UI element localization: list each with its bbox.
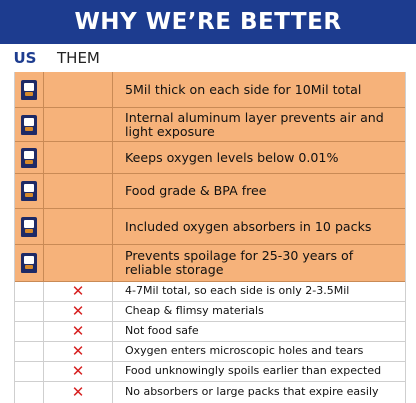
table-row-us: Food grade & BPA free bbox=[14, 174, 406, 209]
row-text: Not food safe bbox=[125, 324, 199, 338]
row-text: Cheap & flimsy materials bbox=[125, 304, 264, 318]
table-row-us: Keeps oxygen levels below 0.01% bbox=[14, 142, 406, 174]
red-x-icon: ✕ bbox=[71, 282, 85, 300]
table-row-them: ✕ No absorbers or large packs that expir… bbox=[14, 382, 406, 403]
us-cell bbox=[14, 245, 44, 281]
us-cell bbox=[14, 382, 44, 403]
table-row-us: Prevents spoilage for 25-30 years of rel… bbox=[14, 245, 406, 282]
them-cell: ✕ bbox=[44, 282, 113, 301]
us-cell bbox=[14, 362, 44, 381]
row-text: 5Mil thick on each side for 10Mil total bbox=[125, 81, 362, 97]
red-x-icon: ✕ bbox=[71, 322, 85, 340]
mylar-bag-icon bbox=[20, 216, 37, 237]
row-text: Food grade & BPA free bbox=[125, 183, 267, 199]
them-cell bbox=[44, 72, 113, 107]
red-x-icon: ✕ bbox=[71, 383, 85, 401]
us-cell bbox=[14, 72, 44, 107]
column-header-them: THEM bbox=[57, 49, 100, 67]
us-cell bbox=[14, 282, 44, 301]
us-cell bbox=[14, 108, 44, 141]
row-text: Included oxygen absorbers in 10 packs bbox=[125, 218, 372, 234]
them-cell: ✕ bbox=[44, 302, 113, 321]
table-row-them: ✕ Food unknowingly spoils earlier than e… bbox=[14, 362, 406, 382]
them-cell: ✕ bbox=[44, 322, 113, 341]
comparison-table: 5Mil thick on each side for 10Mil total … bbox=[14, 72, 406, 403]
row-text: 4-7Mil total, so each side is only 2-3.5… bbox=[125, 284, 350, 298]
mylar-bag-icon bbox=[20, 114, 37, 135]
red-x-icon: ✕ bbox=[71, 302, 85, 320]
them-cell: ✕ bbox=[44, 382, 113, 403]
table-row-us: Internal aluminum layer prevents air and… bbox=[14, 108, 406, 142]
us-cell bbox=[14, 174, 44, 208]
them-cell bbox=[44, 142, 113, 173]
table-row-them: ✕ Oxygen enters microscopic holes and te… bbox=[14, 342, 406, 362]
row-text: Prevents spoilage for 25-30 years of rel… bbox=[125, 248, 354, 277]
page-header: WHY WE’RE BETTER bbox=[0, 0, 416, 44]
them-cell bbox=[44, 108, 113, 141]
column-headers: US THEM bbox=[0, 44, 416, 72]
row-text: No absorbers or large packs that expire … bbox=[125, 385, 379, 399]
them-cell: ✕ bbox=[44, 362, 113, 381]
row-text: Internal aluminum layer prevents air and… bbox=[125, 109, 384, 139]
row-text: Keeps oxygen levels below 0.01% bbox=[125, 149, 339, 165]
mylar-bag-icon bbox=[20, 253, 37, 273]
table-row-them: ✕ Not food safe bbox=[14, 322, 406, 342]
us-cell bbox=[14, 342, 44, 361]
them-cell bbox=[44, 245, 113, 281]
row-text: Food unknowingly spoils earlier than exp… bbox=[125, 364, 382, 378]
table-row-us: 5Mil thick on each side for 10Mil total bbox=[14, 72, 406, 108]
mylar-bag-icon bbox=[20, 181, 37, 201]
them-cell: ✕ bbox=[44, 342, 113, 361]
table-row-them: ✕ Cheap & flimsy materials bbox=[14, 302, 406, 322]
mylar-bag-icon bbox=[20, 79, 37, 100]
us-cell bbox=[14, 322, 44, 341]
table-row-us: Included oxygen absorbers in 10 packs bbox=[14, 209, 406, 245]
mylar-bag-icon bbox=[20, 147, 37, 168]
us-cell bbox=[14, 302, 44, 321]
them-cell bbox=[44, 209, 113, 244]
red-x-icon: ✕ bbox=[71, 362, 85, 380]
them-cell bbox=[44, 174, 113, 208]
page-title: WHY WE’RE BETTER bbox=[74, 9, 342, 35]
us-cell bbox=[14, 142, 44, 173]
us-cell bbox=[14, 209, 44, 244]
red-x-icon: ✕ bbox=[71, 342, 85, 360]
table-row-them: ✕ 4-7Mil total, so each side is only 2-3… bbox=[14, 282, 406, 302]
row-text: Oxygen enters microscopic holes and tear… bbox=[125, 344, 364, 358]
column-header-us: US bbox=[13, 49, 37, 67]
